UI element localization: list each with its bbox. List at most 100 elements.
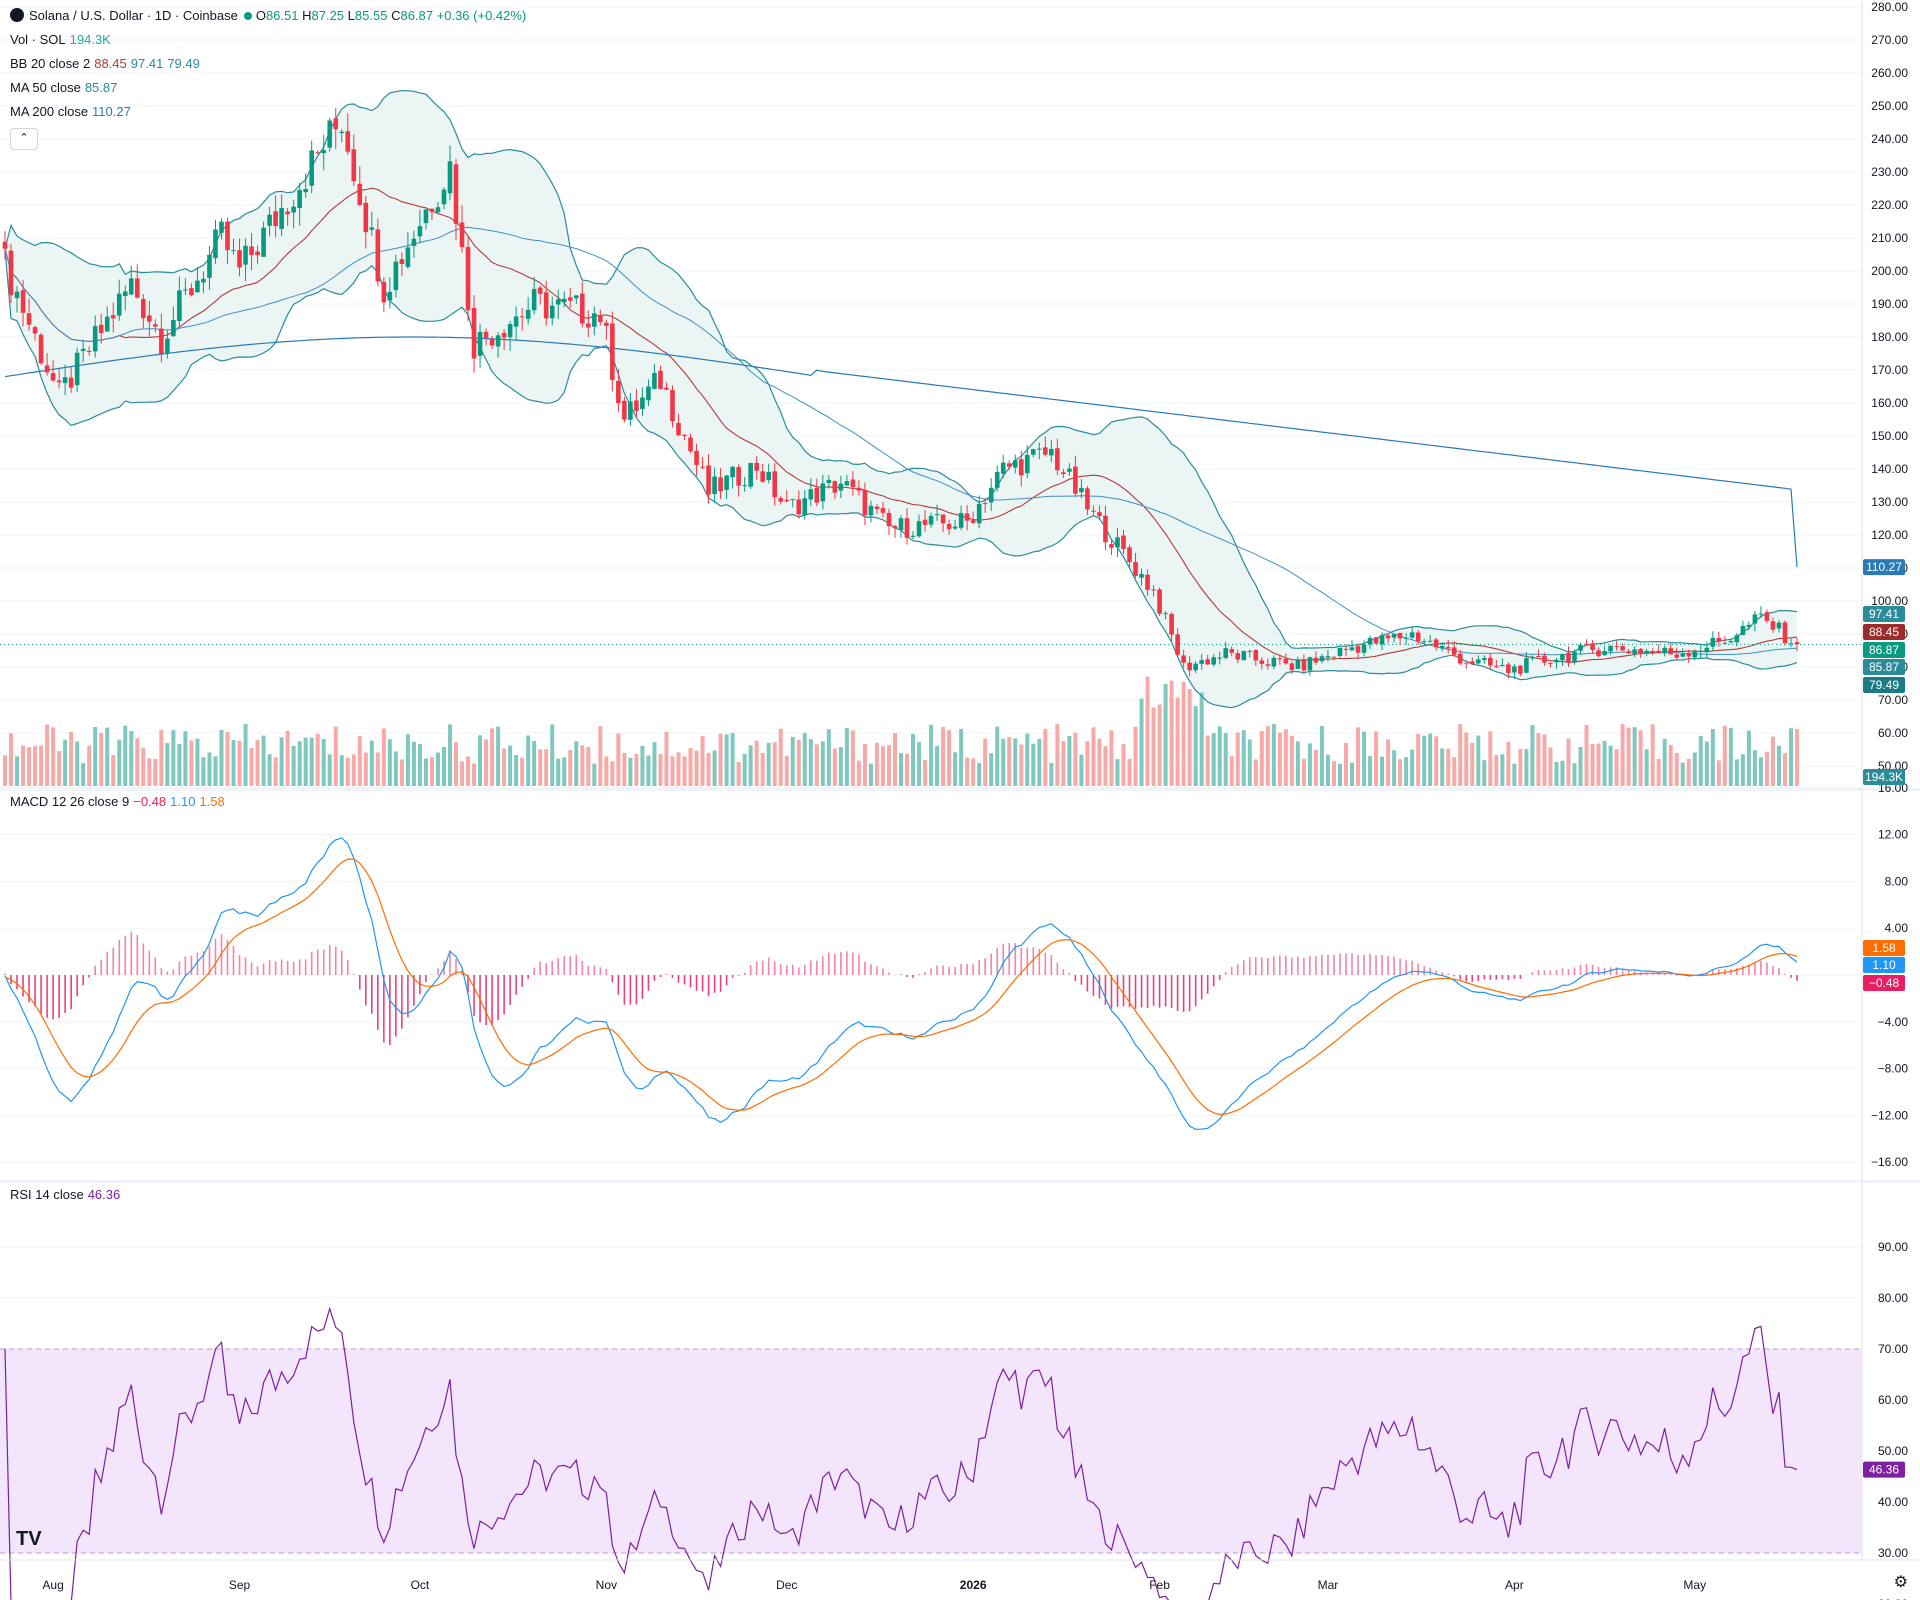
candle-body[interactable] (1740, 625, 1746, 636)
candle-body[interactable] (116, 293, 122, 316)
candle-body[interactable] (862, 490, 868, 516)
candle-body[interactable] (279, 207, 284, 229)
settings-gear-icon[interactable]: ⚙ (1893, 1574, 1908, 1591)
candle-body[interactable] (411, 238, 417, 246)
price-axis-label[interactable]: 150.00 (1871, 429, 1908, 443)
candle-body[interactable] (339, 131, 345, 134)
macd-legend[interactable]: MACD 12 26 close 9 −0.48 1.10 1.58 (10, 794, 225, 810)
candle-body[interactable] (147, 315, 152, 322)
candle-body[interactable] (321, 150, 327, 154)
candle-body[interactable] (1241, 651, 1247, 661)
candle-body[interactable] (153, 324, 158, 327)
candle-body[interactable] (14, 291, 20, 299)
time-axis-label[interactable]: Feb (1149, 1578, 1170, 1592)
candle-body[interactable] (832, 481, 838, 493)
candle-body[interactable] (56, 380, 62, 383)
candle-body[interactable] (501, 332, 507, 338)
candle-body[interactable] (844, 481, 850, 486)
candle-body[interactable] (537, 287, 543, 294)
rsi-axis-label[interactable]: 70.00 (1878, 1342, 1908, 1356)
candle-body[interactable] (567, 297, 573, 301)
candle-body[interactable] (676, 423, 681, 436)
candle-body[interactable] (20, 290, 26, 313)
candle-body[interactable] (285, 211, 290, 215)
price-axis-label[interactable]: 270.00 (1871, 33, 1908, 47)
candle-body[interactable] (531, 288, 537, 311)
candle-body[interactable] (1325, 656, 1331, 658)
candle-body[interactable] (1181, 655, 1186, 663)
candle-body[interactable] (122, 291, 128, 297)
candle-body[interactable] (92, 326, 98, 352)
candle-body[interactable] (838, 483, 844, 491)
candle-body[interactable] (772, 471, 778, 498)
price-axis-label[interactable]: 180.00 (1871, 330, 1908, 344)
candle-body[interactable] (694, 450, 699, 465)
candle-body[interactable] (904, 518, 910, 538)
candle-body[interactable] (784, 499, 790, 502)
candle-body[interactable] (934, 514, 940, 516)
rsi-axis-label[interactable]: 80.00 (1878, 1291, 1908, 1305)
candle-body[interactable] (50, 373, 56, 381)
candle-body[interactable] (381, 281, 387, 303)
time-axis-label[interactable]: Nov (596, 1578, 617, 1592)
candle-body[interactable] (826, 480, 832, 484)
candle-body[interactable] (1121, 535, 1126, 549)
candle-body[interactable] (1349, 647, 1355, 651)
candle-body[interactable] (952, 526, 958, 529)
candle-body[interactable] (1049, 448, 1054, 456)
candle-body[interactable] (315, 152, 320, 154)
price-axis-label[interactable]: 260.00 (1871, 66, 1908, 80)
candle-body[interactable] (243, 245, 248, 265)
candle-body[interactable] (1782, 622, 1788, 644)
candle-body[interactable] (1313, 657, 1319, 663)
candle-body[interactable] (1439, 646, 1445, 649)
candle-body[interactable] (1253, 649, 1259, 661)
candle-body[interactable] (940, 514, 946, 524)
candle-body[interactable] (1734, 635, 1740, 643)
candle-body[interactable] (1560, 654, 1565, 661)
candle-body[interactable] (742, 485, 747, 487)
candle-body[interactable] (2, 241, 8, 249)
price-axis-label[interactable]: 120.00 (1871, 528, 1908, 542)
candle-body[interactable] (183, 289, 188, 291)
candle-body[interactable] (1469, 661, 1475, 665)
candle-body[interactable] (134, 278, 140, 298)
candle-body[interactable] (922, 519, 928, 525)
candle-body[interactable] (1067, 468, 1072, 472)
candle-body[interactable] (1079, 487, 1084, 493)
candle-body[interactable] (1572, 651, 1577, 662)
candle-body[interactable] (1620, 646, 1625, 651)
candle-body[interactable] (1295, 659, 1301, 669)
candle-body[interactable] (1355, 646, 1361, 653)
candle-body[interactable] (1542, 655, 1547, 663)
candle-body[interactable] (189, 288, 194, 296)
candle-body[interactable] (231, 249, 236, 251)
candle-body[interactable] (393, 261, 399, 291)
candle-body[interactable] (159, 328, 164, 354)
candle-body[interactable] (1397, 632, 1403, 639)
candle-body[interactable] (1133, 562, 1138, 576)
candle-body[interactable] (1271, 657, 1277, 667)
candle-body[interactable] (1385, 635, 1391, 639)
candle-body[interactable] (766, 471, 772, 481)
candle-body[interactable] (964, 513, 970, 521)
candle-body[interactable] (1536, 656, 1541, 658)
candle-body[interactable] (1638, 648, 1643, 654)
candle-body[interactable] (1055, 448, 1060, 471)
candle-body[interactable] (1578, 644, 1583, 651)
candle-body[interactable] (429, 208, 435, 213)
candle-body[interactable] (1030, 449, 1036, 455)
price-axis-label[interactable]: 100.00 (1871, 594, 1908, 608)
candle-body[interactable] (970, 520, 976, 523)
candle-body[interactable] (946, 523, 952, 529)
candle-body[interactable] (778, 498, 784, 502)
time-axis-label[interactable]: Oct (411, 1578, 430, 1592)
candle-body[interactable] (1602, 651, 1607, 656)
price-axis-label[interactable]: 140.00 (1871, 462, 1908, 476)
candle-body[interactable] (555, 299, 561, 305)
candle-body[interactable] (1235, 653, 1241, 660)
candle-body[interactable] (1451, 647, 1457, 655)
candle-body[interactable] (724, 475, 729, 490)
candle-body[interactable] (225, 221, 230, 251)
candle-body[interactable] (1403, 637, 1409, 639)
